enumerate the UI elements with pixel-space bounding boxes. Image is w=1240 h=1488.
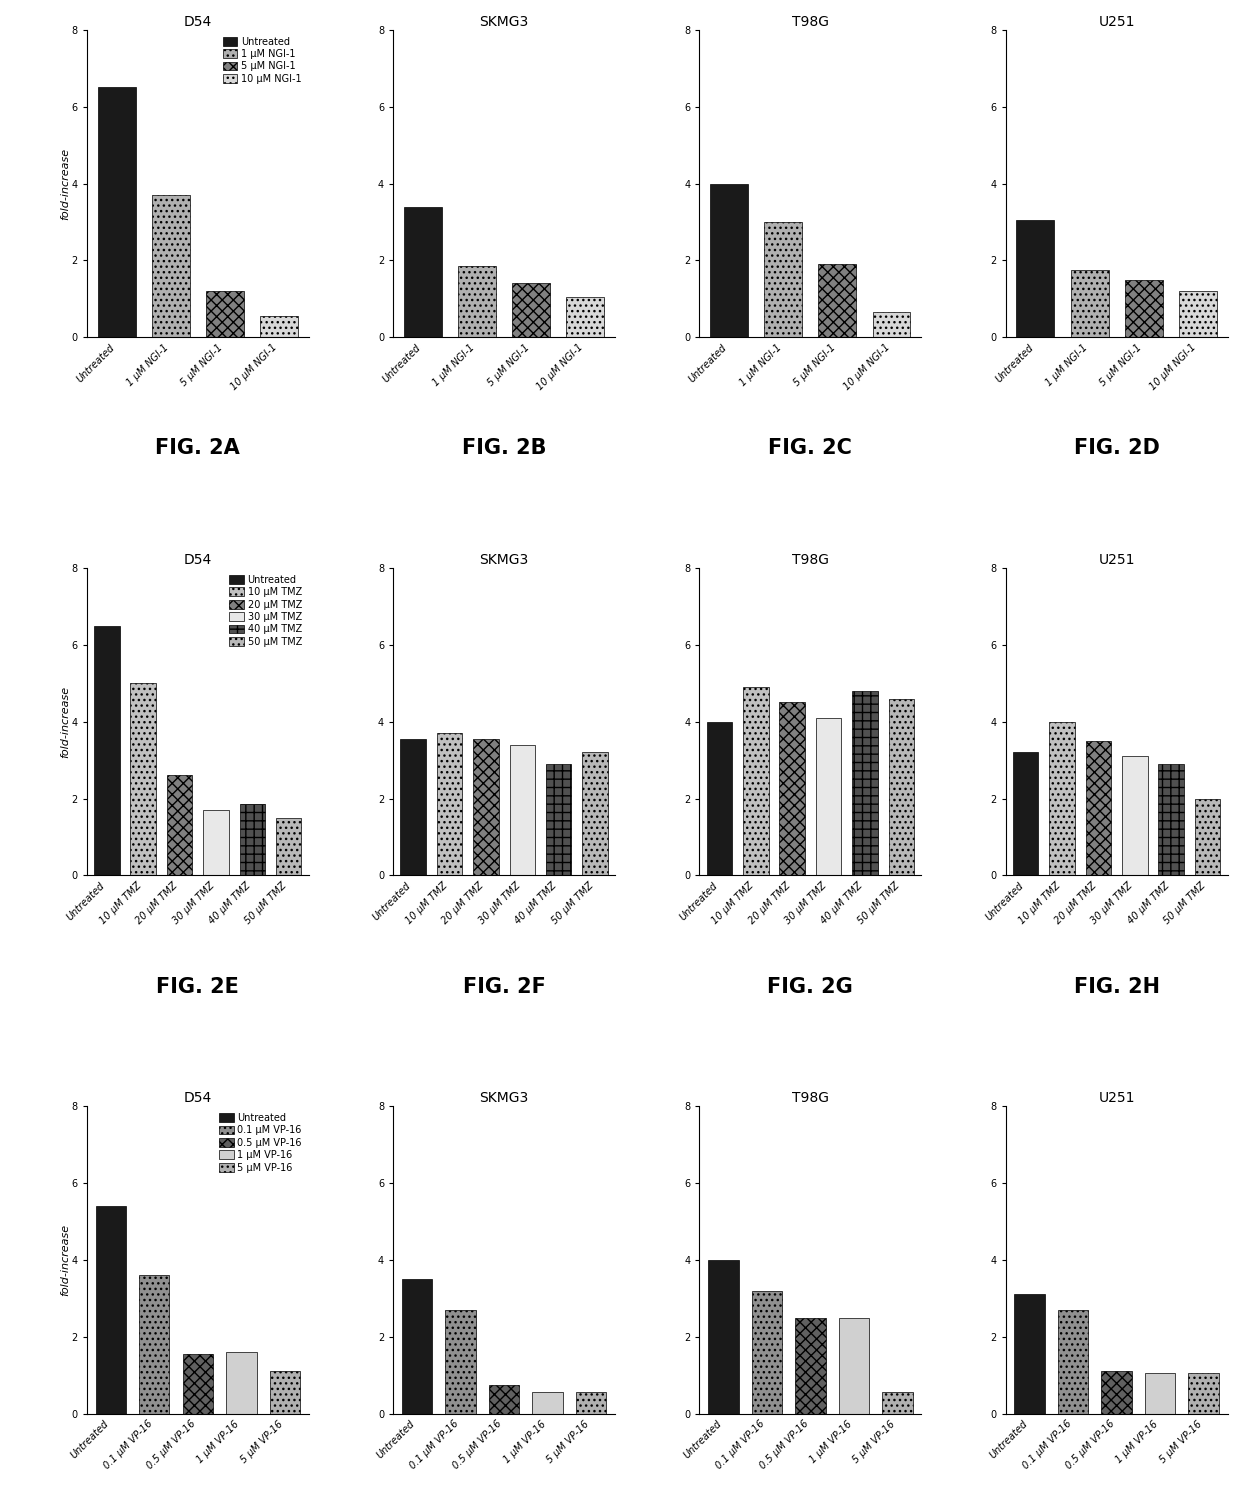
Title: SKMG3: SKMG3	[480, 552, 528, 567]
Bar	[1179, 292, 1216, 338]
Bar	[260, 315, 298, 338]
Title: D54: D54	[184, 1091, 212, 1106]
Bar	[203, 809, 228, 875]
Bar	[95, 1205, 126, 1414]
Bar	[575, 1393, 606, 1414]
Text: FIG. 2C: FIG. 2C	[769, 439, 852, 458]
Bar	[708, 1260, 739, 1414]
Bar	[818, 265, 857, 338]
Text: FIG. 2G: FIG. 2G	[768, 976, 853, 997]
Bar	[1125, 280, 1163, 338]
Bar	[795, 1317, 826, 1414]
Bar	[94, 625, 119, 875]
Legend: Untreated, 10 μM TMZ, 20 μM TMZ, 30 μM TMZ, 40 μM TMZ, 50 μM TMZ: Untreated, 10 μM TMZ, 20 μM TMZ, 30 μM T…	[227, 573, 304, 649]
Bar	[458, 266, 496, 338]
Title: U251: U251	[1099, 15, 1135, 28]
Bar	[1122, 756, 1147, 875]
Bar	[512, 283, 551, 338]
Bar	[1013, 753, 1038, 875]
Bar	[707, 722, 732, 875]
Bar	[1014, 1295, 1045, 1414]
Bar	[404, 207, 441, 338]
Text: FIG. 2E: FIG. 2E	[156, 976, 239, 997]
Bar	[474, 740, 498, 875]
Bar	[532, 1393, 563, 1414]
Bar	[445, 1309, 476, 1414]
Bar	[1058, 1309, 1089, 1414]
Bar	[277, 818, 301, 875]
Bar	[751, 1290, 782, 1414]
Bar	[182, 1354, 213, 1414]
Bar	[402, 1280, 433, 1414]
Bar	[269, 1372, 300, 1414]
Legend: Untreated, 0.1 μM VP-16, 0.5 μM VP-16, 1 μM VP-16, 5 μM VP-16: Untreated, 0.1 μM VP-16, 0.5 μM VP-16, 1…	[217, 1112, 304, 1174]
Title: T98G: T98G	[792, 1091, 828, 1106]
Bar	[780, 702, 805, 875]
Bar	[139, 1275, 170, 1414]
Bar	[130, 683, 156, 875]
Bar	[1145, 1373, 1176, 1414]
Bar	[1195, 799, 1220, 875]
Bar	[873, 312, 910, 338]
Title: T98G: T98G	[792, 15, 828, 28]
Text: FIG. 2F: FIG. 2F	[463, 976, 546, 997]
Bar	[1188, 1373, 1219, 1414]
Bar	[436, 734, 463, 875]
Bar	[546, 763, 572, 875]
Y-axis label: fold-increase: fold-increase	[60, 147, 71, 220]
Title: SKMG3: SKMG3	[480, 15, 528, 28]
Bar	[1086, 741, 1111, 875]
Title: U251: U251	[1099, 552, 1135, 567]
Title: D54: D54	[184, 15, 212, 28]
Bar	[98, 88, 135, 338]
Bar	[816, 717, 841, 875]
Bar	[167, 775, 192, 875]
Y-axis label: fold-increase: fold-increase	[60, 686, 71, 757]
Bar	[401, 740, 425, 875]
Text: FIG. 2B: FIG. 2B	[461, 439, 547, 458]
Bar	[852, 690, 878, 875]
Bar	[510, 744, 534, 875]
Title: D54: D54	[184, 552, 212, 567]
Y-axis label: fold-increase: fold-increase	[60, 1223, 71, 1296]
Title: T98G: T98G	[792, 552, 828, 567]
Bar	[889, 699, 914, 875]
Bar	[567, 298, 604, 338]
Bar	[743, 687, 769, 875]
Title: SKMG3: SKMG3	[480, 1091, 528, 1106]
Bar	[882, 1393, 913, 1414]
Bar	[151, 195, 190, 338]
Bar	[239, 805, 265, 875]
Bar	[764, 222, 802, 338]
Text: FIG. 2A: FIG. 2A	[155, 439, 241, 458]
Bar	[206, 292, 244, 338]
Bar	[1101, 1372, 1132, 1414]
Text: FIG. 2D: FIG. 2D	[1074, 439, 1159, 458]
Bar	[226, 1353, 257, 1414]
Bar	[1158, 763, 1184, 875]
Bar	[1070, 269, 1109, 338]
Legend: Untreated, 1 μM NGI-1, 5 μM NGI-1, 10 μM NGI-1: Untreated, 1 μM NGI-1, 5 μM NGI-1, 10 μM…	[221, 34, 304, 86]
Bar	[838, 1317, 869, 1414]
Bar	[711, 183, 748, 338]
Title: U251: U251	[1099, 1091, 1135, 1106]
Bar	[489, 1385, 520, 1414]
Bar	[1049, 722, 1075, 875]
Bar	[583, 753, 608, 875]
Text: FIG. 2H: FIG. 2H	[1074, 976, 1159, 997]
Bar	[1017, 220, 1054, 338]
